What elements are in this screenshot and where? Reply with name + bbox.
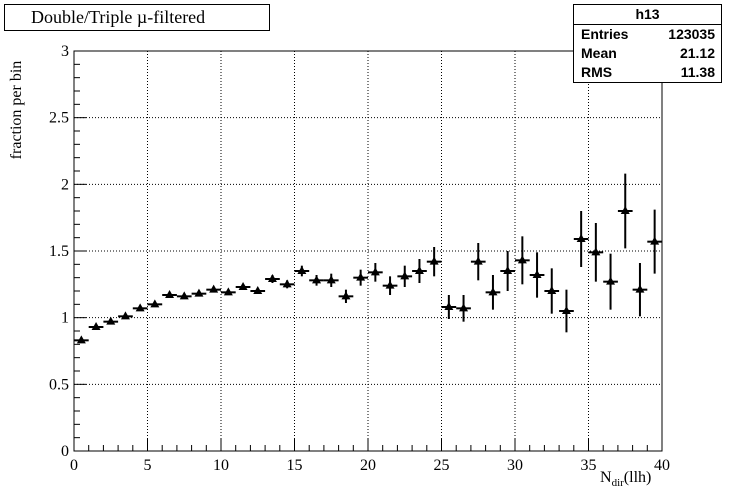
data-point-marker (326, 275, 336, 284)
data-point-marker (297, 266, 307, 274)
data-point-marker (532, 270, 542, 278)
data-point-marker (400, 271, 410, 280)
x-tick-label: 30 (507, 457, 523, 474)
y-tick-label: 0.5 (49, 376, 69, 393)
x-tick-label: 20 (360, 457, 376, 474)
data-point-marker (414, 266, 424, 274)
y-tick-label: 0 (61, 443, 69, 460)
y-tick-label: 2.5 (49, 110, 69, 127)
data-point-marker (635, 284, 645, 293)
data-point-marker (238, 282, 248, 290)
stats-mean-label: Mean (581, 45, 617, 61)
data-point-marker (356, 272, 366, 281)
data-point-marker (91, 322, 101, 330)
x-tick-label: 10 (213, 457, 229, 474)
data-point-marker (253, 286, 263, 294)
data-point-marker (517, 255, 527, 264)
data-point-marker (370, 267, 380, 276)
data-point-marker (459, 303, 469, 312)
data-point-marker (650, 236, 660, 245)
x-tick-label: 0 (70, 457, 78, 474)
data-point-marker (385, 280, 395, 289)
stats-entries-row: Entries 123035 (574, 25, 721, 44)
x-axis-label: Ndir(llh) (600, 469, 651, 489)
plot-title: Double/Triple µ-filtered (4, 4, 270, 31)
y-tick-label: 1.5 (49, 243, 69, 260)
data-point-marker (576, 234, 586, 242)
x-tick-label: 15 (287, 457, 303, 474)
x-tick-label: 40 (654, 457, 670, 474)
stats-rms-value: 11.38 (680, 64, 715, 80)
x-axis-label-main: N (600, 469, 612, 486)
x-tick-label: 35 (581, 457, 597, 474)
data-point-marker (209, 284, 219, 293)
data-point-marker (135, 303, 145, 312)
data-point-marker (282, 279, 292, 288)
data-point-marker (561, 306, 571, 314)
x-tick-label: 25 (434, 457, 450, 474)
data-point-marker (312, 275, 322, 284)
stats-rms-row: RMS 11.38 (574, 63, 721, 82)
data-point-marker (606, 276, 616, 285)
data-point-marker (547, 286, 557, 294)
data-point-marker (620, 206, 630, 214)
data-point-marker (120, 311, 130, 320)
x-axis-label-sub: dir (611, 477, 624, 490)
stats-histogram-name: h13 (574, 5, 721, 25)
y-tick-label: 3 (61, 43, 69, 60)
stats-mean-value: 21.12 (679, 45, 715, 61)
data-point-marker (194, 288, 204, 297)
data-point-marker (165, 290, 175, 298)
data-point-marker (473, 256, 483, 265)
stats-mean-row: Mean 21.12 (574, 44, 721, 63)
data-point-marker (76, 335, 86, 344)
data-point-marker (488, 287, 498, 296)
y-axis-label: fraction per bin (8, 60, 25, 160)
data-point-marker (341, 291, 351, 300)
data-point-marker (503, 266, 513, 274)
data-point-marker (429, 256, 439, 265)
y-tick-label: 1 (61, 310, 69, 327)
x-tick-label: 5 (144, 457, 152, 474)
data-point-marker (267, 274, 277, 282)
data-point-marker (150, 299, 160, 308)
stats-entries-value: 123035 (668, 26, 715, 42)
data-point-marker (179, 291, 189, 300)
stats-rms-label: RMS (581, 64, 613, 80)
stats-entries-label: Entries (581, 26, 629, 42)
data-point-marker (444, 302, 454, 310)
data-point-marker (591, 247, 601, 256)
y-tick-label: 2 (61, 176, 69, 193)
data-point-marker (106, 316, 116, 325)
stats-box: h13 Entries 123035 Mean 21.12 RMS 11.38 (573, 4, 722, 83)
data-point-marker (223, 287, 233, 296)
x-axis-label-suffix: (llh) (623, 469, 652, 486)
